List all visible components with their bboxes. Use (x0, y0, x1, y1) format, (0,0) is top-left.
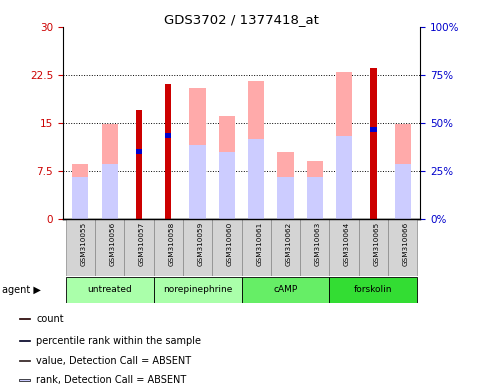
Text: untreated: untreated (87, 285, 132, 295)
Text: GSM310066: GSM310066 (403, 222, 409, 266)
Bar (72, 177, 88, 219)
Bar (370, 127, 377, 131)
Bar (370, 68, 377, 219)
FancyBboxPatch shape (388, 219, 417, 276)
Text: percentile rank within the sample: percentile rank within the sample (36, 336, 201, 346)
FancyBboxPatch shape (271, 219, 300, 276)
Bar (336, 72, 352, 219)
Text: value, Detection Call = ABSENT: value, Detection Call = ABSENT (36, 356, 191, 366)
Bar (72, 164, 88, 219)
Bar (248, 139, 264, 219)
Bar (19, 318, 30, 319)
FancyBboxPatch shape (66, 219, 95, 276)
Text: GSM310061: GSM310061 (256, 222, 262, 266)
Text: cAMP: cAMP (273, 285, 298, 295)
Text: GDS3702 / 1377418_at: GDS3702 / 1377418_at (164, 13, 319, 26)
FancyBboxPatch shape (242, 219, 271, 276)
Text: GSM310055: GSM310055 (80, 222, 86, 266)
FancyBboxPatch shape (154, 277, 242, 303)
Text: rank, Detection Call = ABSENT: rank, Detection Call = ABSENT (36, 375, 186, 384)
Bar (19, 340, 30, 341)
Bar (248, 81, 264, 219)
FancyBboxPatch shape (329, 277, 417, 303)
FancyBboxPatch shape (154, 219, 183, 276)
Bar (19, 360, 30, 361)
Text: forskolin: forskolin (354, 285, 393, 295)
Bar (189, 145, 206, 219)
FancyBboxPatch shape (95, 219, 124, 276)
FancyBboxPatch shape (329, 219, 359, 276)
Bar (277, 177, 294, 219)
Bar (189, 88, 206, 219)
Text: norepinephrine: norepinephrine (163, 285, 232, 295)
Bar (165, 134, 171, 138)
Bar (395, 164, 411, 219)
Bar (165, 84, 171, 219)
Text: GSM310060: GSM310060 (227, 222, 233, 266)
Bar (307, 177, 323, 219)
Bar (136, 149, 142, 154)
FancyBboxPatch shape (242, 277, 329, 303)
FancyBboxPatch shape (183, 219, 212, 276)
FancyBboxPatch shape (300, 219, 329, 276)
Bar (19, 379, 30, 381)
Text: GSM310059: GSM310059 (198, 222, 203, 266)
Bar (219, 152, 235, 219)
Text: agent ▶: agent ▶ (2, 285, 41, 295)
Text: GSM310056: GSM310056 (110, 222, 115, 266)
Bar (395, 124, 411, 219)
Bar (307, 161, 323, 219)
FancyBboxPatch shape (212, 219, 242, 276)
Text: GSM310065: GSM310065 (373, 222, 379, 266)
FancyBboxPatch shape (66, 277, 154, 303)
Text: GSM310063: GSM310063 (315, 222, 321, 266)
FancyBboxPatch shape (124, 219, 154, 276)
Text: GSM310064: GSM310064 (344, 222, 350, 266)
Text: count: count (36, 314, 64, 324)
Bar (136, 110, 142, 219)
Bar (219, 116, 235, 219)
Text: GSM310058: GSM310058 (168, 222, 174, 266)
Bar (101, 124, 118, 219)
Bar (101, 164, 118, 219)
Bar (336, 136, 352, 219)
FancyBboxPatch shape (359, 219, 388, 276)
Text: GSM310057: GSM310057 (139, 222, 145, 266)
Bar (277, 152, 294, 219)
Text: GSM310062: GSM310062 (285, 222, 291, 266)
